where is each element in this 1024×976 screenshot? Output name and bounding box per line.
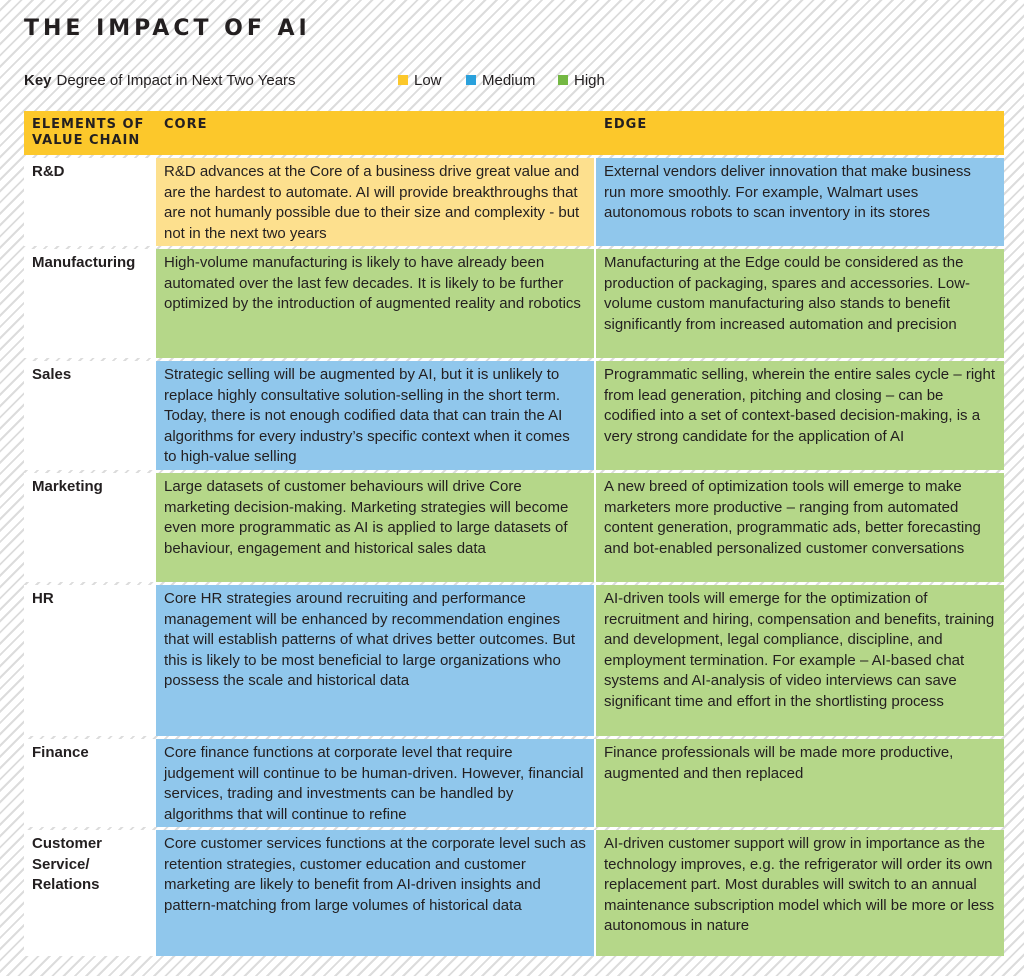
row-label: Marketing: [24, 473, 156, 582]
table-row: Marketing Large datasets of customer beh…: [24, 473, 1004, 582]
medium-swatch: [466, 75, 476, 85]
impact-table: ELEMENTS OF VALUE CHAIN CORE EDGE R&D R&…: [24, 108, 1004, 959]
edge-cell: Manufacturing at the Edge could be consi…: [596, 249, 1004, 358]
row-label: R&D: [24, 158, 156, 246]
legend-item-medium: Medium: [466, 70, 535, 90]
core-cell: Strategic selling will be augmented by A…: [156, 361, 596, 470]
key-description: Degree of Impact in Next Two Years: [56, 71, 296, 89]
table-row: HR Core HR strategies around recruiting …: [24, 585, 1004, 736]
table-header-row: ELEMENTS OF VALUE CHAIN CORE EDGE: [24, 111, 1004, 155]
legend-item-low: Low: [398, 70, 442, 90]
row-label: Customer Service/ Relations: [24, 830, 156, 956]
edge-cell: Programmatic selling, wherein the entire…: [596, 361, 1004, 470]
core-cell: Core customer services functions at the …: [156, 830, 596, 956]
core-cell: R&D advances at the Core of a business d…: [156, 158, 596, 246]
table-row: R&D R&D advances at the Core of a busine…: [24, 158, 1004, 246]
key-legend: Key Degree of Impact in Next Two Years: [24, 70, 296, 90]
edge-cell: A new breed of optimization tools will e…: [596, 473, 1004, 582]
edge-cell: AI-driven customer support will grow in …: [596, 830, 1004, 956]
row-label: Manufacturing: [24, 249, 156, 358]
page-title: THE IMPACT OF AI: [24, 16, 311, 41]
legend-label-low: Low: [414, 71, 442, 89]
edge-cell: External vendors deliver innovation that…: [596, 158, 1004, 246]
table-row: Manufacturing High-volume manufacturing …: [24, 249, 1004, 358]
legend-label-medium: Medium: [482, 71, 536, 89]
key-label: Key: [24, 71, 52, 89]
core-cell: Core finance functions at corporate leve…: [156, 739, 596, 827]
edge-cell: Finance professionals will be made more …: [596, 739, 1004, 827]
legend-label-high: High: [574, 71, 605, 89]
table-row: Finance Core finance functions at corpor…: [24, 739, 1004, 827]
row-label: Finance: [24, 739, 156, 827]
core-cell: Large datasets of customer behaviours wi…: [156, 473, 596, 582]
header-edge: EDGE: [596, 111, 1004, 155]
low-swatch: [398, 75, 408, 85]
core-cell: High-volume manufacturing is likely to h…: [156, 249, 596, 358]
edge-cell: AI-driven tools will emerge for the opti…: [596, 585, 1004, 736]
row-label: HR: [24, 585, 156, 736]
row-label: Sales: [24, 361, 156, 470]
high-swatch: [558, 75, 568, 85]
table-row: Sales Strategic selling will be augmente…: [24, 361, 1004, 470]
header-elements: ELEMENTS OF VALUE CHAIN: [24, 111, 156, 155]
header-core: CORE: [156, 111, 596, 155]
legend-item-high: High: [558, 70, 605, 90]
table-row: Customer Service/ Relations Core custome…: [24, 830, 1004, 956]
core-cell: Core HR strategies around recruiting and…: [156, 585, 596, 736]
